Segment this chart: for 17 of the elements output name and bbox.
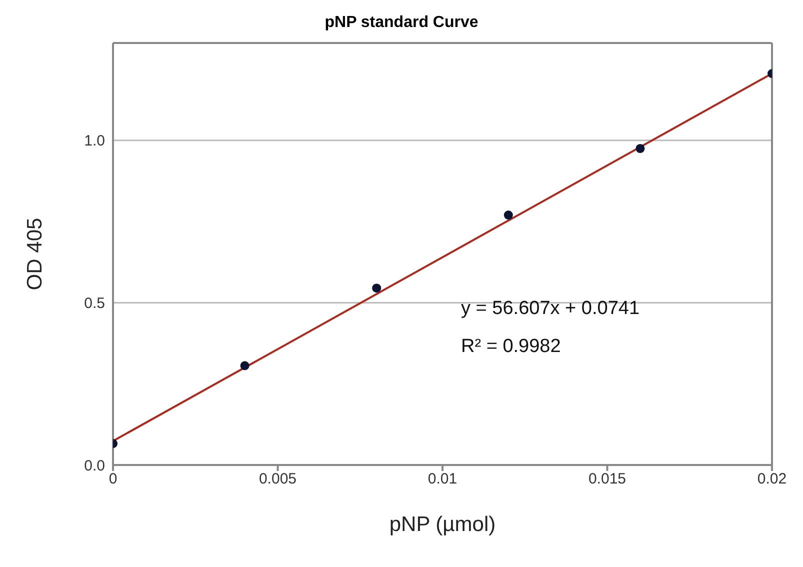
x-tick-label: 0.015 xyxy=(588,470,626,488)
chart-title: pNP standard Curve xyxy=(324,14,480,32)
y-tick-label: 1.0 xyxy=(84,132,105,150)
y-axis-title: OD 405 xyxy=(23,218,46,290)
y-tick-label: 0.0 xyxy=(84,457,105,474)
annotation: R² = 0.9982 xyxy=(461,335,562,359)
x-tick-label: 0.005 xyxy=(258,470,297,488)
x-tick-label: 0.01 xyxy=(428,470,458,488)
x-axis-title: pNP (µmol) xyxy=(389,513,496,536)
x-tick-label: 0 xyxy=(108,470,118,488)
annotation: y = 56.607x + 0.0741 xyxy=(461,297,640,321)
point xyxy=(240,361,250,370)
point xyxy=(372,284,382,293)
point xyxy=(636,144,645,154)
y-tick-label: 0.5 xyxy=(84,295,105,312)
x-tick-label: 0.02 xyxy=(757,470,787,488)
point xyxy=(504,210,513,220)
